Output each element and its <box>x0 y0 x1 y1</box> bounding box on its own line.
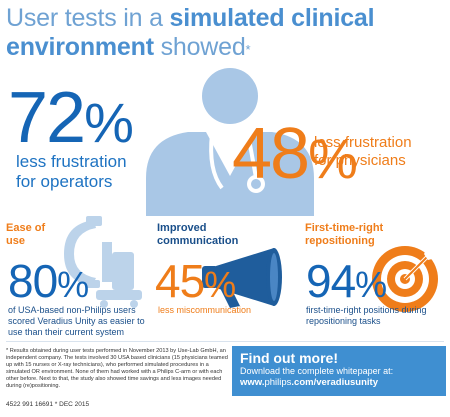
communication-heading: Improved communication <box>157 222 239 247</box>
title-part-2: simulated clinical <box>169 4 375 32</box>
footnote: * Results obtained during user tests per… <box>6 348 228 389</box>
stat-communication-value: 45% <box>155 255 236 307</box>
stat-communication-label: less miscommunication <box>158 305 252 315</box>
page-title: User tests in a simulated clinical envir… <box>6 4 446 62</box>
stat-operators-label: less frustration for operators <box>16 152 127 191</box>
title-part-4: showed <box>153 33 246 61</box>
stat-physicians-value: 48% <box>232 114 358 194</box>
stat-repositioning-label: first-time-right positions during reposi… <box>306 305 427 326</box>
target-icon <box>372 246 438 312</box>
stat-physicians-label: less frustration for physicians <box>314 134 412 169</box>
stat-ease-value: 80% <box>8 255 89 307</box>
cta-title: Find out more! <box>240 350 338 366</box>
document-id: 4522 991 16691 * DEC 2015 <box>6 401 90 408</box>
cta-url[interactable]: www.philips.com/veradiusunity <box>240 377 378 388</box>
stat-operators-value: 72% <box>8 78 134 158</box>
cta-box[interactable]: Find out more! Download the complete whi… <box>232 346 446 396</box>
megaphone-icon <box>202 248 282 308</box>
section-divider <box>6 341 444 342</box>
title-footnote-mark: * <box>245 42 251 57</box>
cta-body: Download the complete whitepaper at: <box>240 366 394 376</box>
title-part-3: environment <box>6 33 154 61</box>
title-part-1: User tests in a <box>6 4 170 32</box>
ease-heading: Ease of use <box>6 222 46 247</box>
stat-repositioning-value: 94% <box>306 255 387 307</box>
stat-ease-label: of USA-based non-Philips users scored Ve… <box>8 305 145 337</box>
c-arm-icon <box>64 216 142 308</box>
doctor-icon <box>146 68 314 216</box>
repositioning-heading: First-time-right repositioning <box>305 222 384 247</box>
